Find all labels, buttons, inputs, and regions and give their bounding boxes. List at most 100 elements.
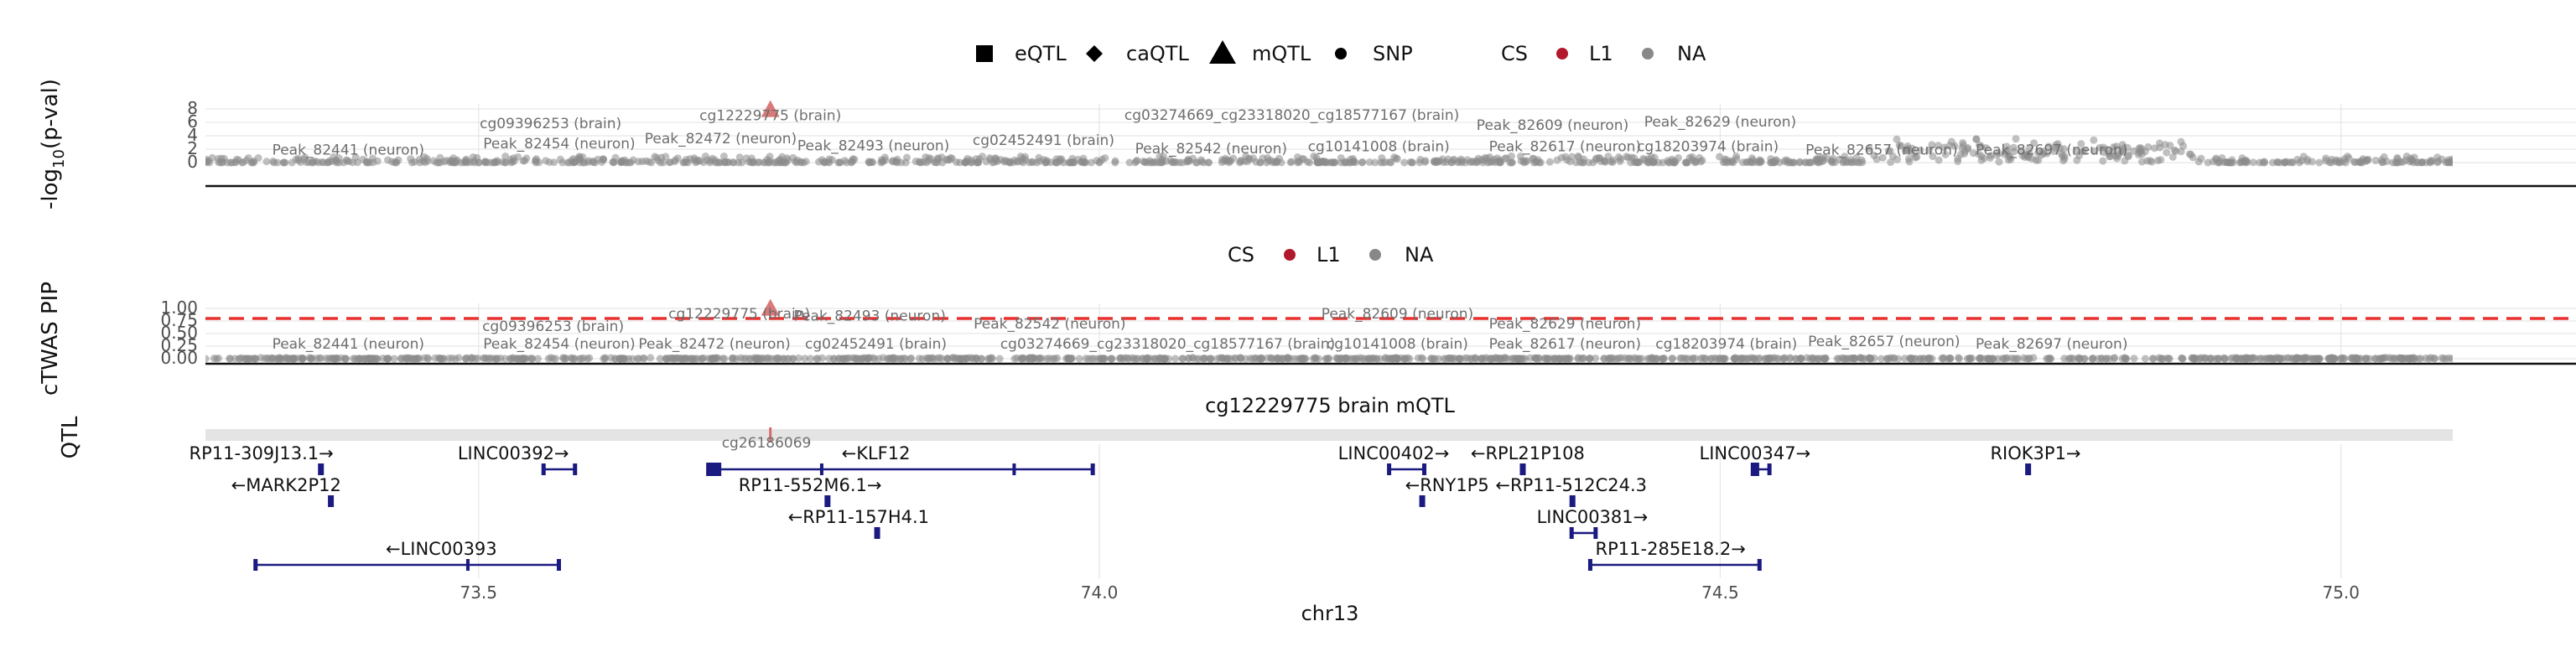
snp-point [580,158,589,167]
gene-label: ←LINC00393 [386,539,497,559]
snp-point [1442,158,1451,166]
snp-point [1306,158,1314,167]
snp-point [2295,158,2303,167]
snp-point [701,152,709,160]
snp-point [2064,355,2073,363]
snp-point [1611,355,1619,363]
snp-point [1730,355,1738,363]
legend-label-eqtl: eQTL [1015,42,1067,65]
snp-point [785,355,793,363]
snp-point [1351,158,1359,167]
snp-point [2393,155,2402,163]
snp-point [1321,158,1329,166]
gene-exon [1012,463,1016,475]
snp-point [501,355,509,363]
qtl-marker: cg26186069 [722,427,811,452]
snp-point [1389,355,1398,363]
snp-point [2121,157,2129,165]
snp-point [1132,355,1140,363]
snp-point [1124,354,1132,362]
snp-point [634,158,642,166]
snp-point [1998,355,2007,363]
pval-y-axis-title: -log10(p-val) [38,79,68,210]
triangle-icon [1209,40,1236,64]
snp-point [1431,355,1439,363]
snp-point [1503,355,1511,363]
snp-point [820,158,828,167]
snp-point [1904,154,1913,163]
snp-point [1042,355,1051,363]
snp-point [461,355,470,363]
snp-point [1227,355,1235,363]
snp-point [1640,156,1649,164]
snp-point [1171,355,1180,363]
pip-points [205,354,2453,363]
snp-point [1286,158,1295,167]
legend-shape-snp: SNP [1335,42,1413,65]
snp-point [1841,153,1849,161]
snp-point [527,355,536,363]
snp-point [626,158,635,167]
snp-point [2288,158,2297,167]
snp-point [390,355,398,363]
gene-exon [819,463,823,475]
snp-point [1125,158,1134,167]
y-tick-label: 0.75 [160,310,198,330]
gene-exon [1569,527,1574,539]
peak-label: Peak_82472 (neuron) [645,131,797,148]
snp-point [2025,149,2033,158]
snp-point [647,354,655,362]
snp-point [1093,355,1102,363]
lead-triangle-point [761,298,780,316]
snp-point [1433,158,1441,167]
snp-point [995,355,1004,363]
snp-point [1910,355,1919,363]
snp-point [1052,155,1061,163]
snp-point [943,355,952,363]
snp-point [2190,355,2199,363]
snp-point [281,158,289,167]
snp-point [962,355,970,363]
snp-point [1671,158,1680,166]
peak-label: Peak_82629 (neuron) [1644,114,1796,131]
snp-point [383,156,392,164]
snp-point [450,158,459,167]
snp-point [2344,153,2352,161]
peak-label: cg02452491 (brain) [973,132,1114,149]
snp-point [1676,355,1685,363]
snp-point [532,155,541,163]
snp-point [2337,355,2345,363]
snp-point [687,355,695,363]
snp-point [2260,158,2268,166]
snp-point [1761,355,1769,363]
snp-point [522,355,530,363]
snp-point [2232,354,2241,362]
snp-point [2099,157,2107,165]
snp-point [1954,154,1962,163]
snp-point [1179,355,1187,363]
x-tick-label: 74.0 [1081,582,1119,603]
snp-point [1088,355,1096,363]
snp-point [205,158,211,166]
snp-point [1421,157,1430,165]
snp-point [1976,141,1984,149]
snp-point [2046,354,2054,362]
snp-point [1838,354,1846,362]
gene-exon [826,495,831,507]
snp-point [2168,153,2177,161]
pval-points [205,135,2453,167]
snp-point [1343,355,1351,363]
snp-point [1940,354,1948,362]
snp-point [2293,354,2301,362]
snp-point [2007,155,2015,163]
snp-point [405,354,413,362]
snp-point [1547,355,1555,363]
snp-point [451,355,460,363]
peak-label: Peak_82609 (neuron) [1477,117,1628,134]
snp-point [692,158,700,167]
snp-point [719,158,728,167]
snp-point [1046,158,1055,167]
snp-point [2301,354,2309,362]
legend-middle: CS L1 NA [1228,243,1434,267]
